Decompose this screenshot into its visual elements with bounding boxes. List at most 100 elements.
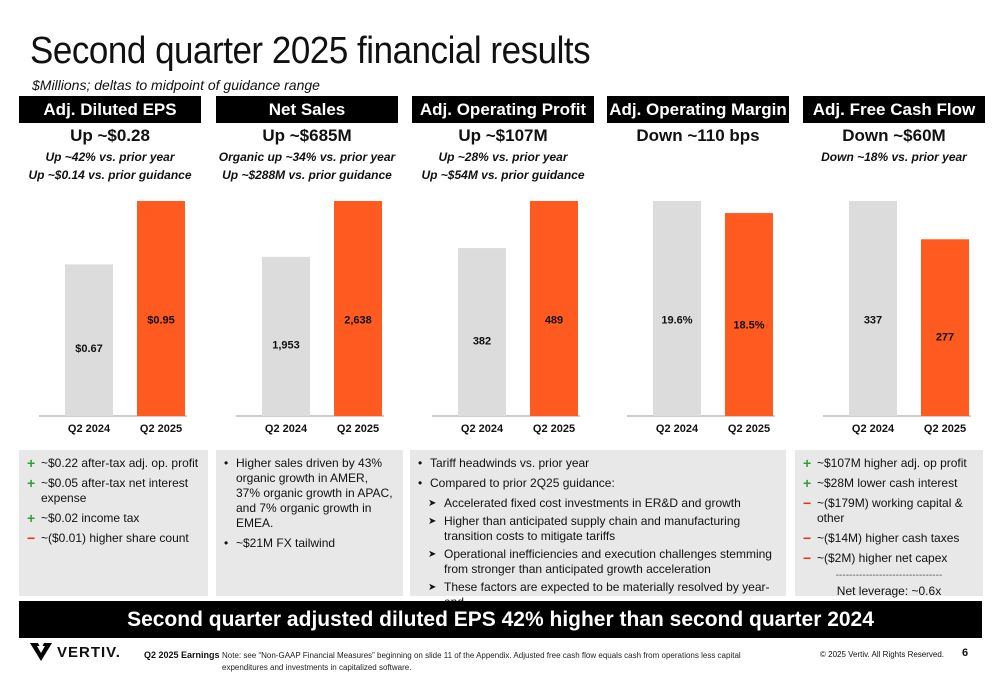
panel-sub-2: Up ~$288M vs. prior guidance [222, 168, 392, 182]
x-tick-label: Q2 2024 [68, 423, 111, 435]
bar-q2-2024 [262, 256, 310, 416]
plus-icon: + [803, 455, 812, 471]
bar-q2-2024 [458, 248, 506, 416]
note-text: ~($2M) higher net capex [817, 551, 948, 565]
data-label: 1,953 [272, 339, 300, 351]
note-text: Accelerated fixed cost investments in ER… [444, 496, 741, 510]
note-text: Higher sales driven by 43% organic growt… [236, 456, 393, 530]
list-item: − ~($14M) higher cash taxes [803, 531, 975, 546]
footer-note: Note: see “Non-GAAP Financial Measures” … [222, 651, 741, 672]
note-text: ~($179M) working capital & other [817, 496, 963, 525]
minus-icon: − [803, 495, 812, 511]
panel-header: Adj. Free Cash Flow [803, 96, 985, 123]
x-tick-label: Q2 2024 [265, 423, 308, 435]
list-item: • ~$21M FX tailwind [224, 536, 336, 550]
list-item: • Compared to prior 2Q25 guidance: [418, 476, 615, 490]
plus-icon: + [803, 475, 812, 491]
x-tick-label: Q2 2024 [461, 423, 504, 435]
panel-sub-1: Up ~28% vs. prior year [438, 150, 568, 164]
data-label: 489 [545, 314, 563, 326]
list-item: + ~$28M lower cash interest [803, 476, 975, 491]
panel-headline: Up ~$107M [458, 126, 548, 145]
list-item: + ~$107M higher adj. op profit [803, 456, 975, 471]
plus-icon: + [27, 475, 36, 491]
x-tick-label: Q2 2025 [924, 423, 966, 435]
x-tick-label: Q2 2024 [656, 423, 699, 435]
notes-fcf: + ~$107M higher adj. op profit + ~$28M lowe… [795, 450, 983, 598]
x-tick-label: Q2 2025 [140, 423, 182, 435]
data-label: 18.5% [733, 320, 764, 332]
minus-icon: − [803, 530, 812, 546]
panel-eps: Adj. Diluted EPS Up ~$0.28 Up ~42% vs. p… [19, 96, 201, 441]
vertiv-logo-icon [30, 643, 52, 661]
list-item: + ~$0.22 after-tax adj. op. profit [27, 456, 200, 471]
divider: -------------------------------- [835, 570, 943, 581]
list-item: ➤ Operational inefficiencies and executio… [418, 547, 778, 577]
panel-headline: Down ~110 bps [636, 126, 760, 145]
note-text: ~$0.05 after-tax net interest expense [41, 476, 189, 505]
panel-headline: Up ~$0.28 [70, 126, 150, 145]
panel-header: Adj. Operating Profit [412, 96, 594, 123]
data-label: 337 [864, 314, 882, 326]
panel-net-sales: Net Sales Up ~$685M Organic up ~34% vs. … [216, 96, 398, 441]
note-text: Operational inefficiencies and execution… [444, 547, 772, 576]
note-text: Compared to prior 2Q25 guidance: [430, 476, 615, 490]
list-item: • Tariff headwinds vs. prior year [418, 456, 590, 470]
net-leverage: Net leverage: ~0.6x [836, 584, 942, 598]
notes-sales: • Higher sales driven by 43% organic grow… [216, 450, 403, 596]
note-text: ~$21M FX tailwind [236, 536, 336, 550]
panel-sub-2: Up ~$54M vs. prior guidance [421, 168, 585, 182]
arrow-bullet-icon: ➤ [428, 549, 437, 560]
data-label: 382 [473, 335, 491, 347]
list-item: − ~($2M) higher net capex [803, 551, 975, 566]
data-label: 2,638 [344, 314, 372, 326]
plus-icon: + [27, 510, 36, 526]
bar-q2-2025 [725, 213, 773, 416]
logo-text: VERTIV. [57, 643, 121, 661]
data-label: 277 [936, 331, 954, 343]
arrow-bullet-icon: ➤ [428, 498, 437, 509]
panel-headline: Down ~$60M [842, 126, 946, 145]
list-item: + ~$0.05 after-tax net interest expense [27, 476, 200, 506]
notes-profit: • Tariff headwinds vs. prior year • Compar… [410, 450, 786, 609]
list-item: ➤ Accelerated fixed cost investments in E… [418, 496, 778, 511]
panel-sub-1: Down ~18% vs. prior year [821, 150, 967, 164]
plus-icon: + [27, 455, 36, 471]
bar-q2-2025 [334, 201, 382, 416]
list-item: − ~($0.01) higher share count [27, 531, 200, 546]
page-subtitle: $Millions; deltas to midpoint of guidanc… [32, 77, 320, 93]
note-text: ~$0.22 after-tax adj. op. profit [41, 456, 199, 470]
data-label: 19.6% [661, 314, 692, 326]
bar-q2-2024 [849, 201, 897, 416]
bar-q2-2025 [921, 239, 969, 416]
footer-earnings: Q2 2025 Earnings [144, 650, 220, 660]
note-text: ~($14M) higher cash taxes [817, 531, 960, 545]
footer-copyright: © 2025 Vertiv. All Rights Reserved. [820, 650, 945, 659]
panel-header: Adj. Diluted EPS [19, 96, 201, 123]
note-text: ~($0.01) higher share count [41, 531, 189, 545]
notes-eps: + ~$0.22 after-tax adj. op. profit + ~$0.05… [19, 450, 208, 596]
x-tick-label: Q2 2025 [337, 423, 379, 435]
note-text: ~$28M lower cash interest [817, 476, 958, 490]
x-tick-label: Q2 2025 [533, 423, 575, 435]
page-title: Second quarter 2025 financial results [30, 30, 591, 72]
bar-charts: $0.67 Q2 2024 $0.95 Q2 2025 1,953 Q2 2024 2,63… [39, 201, 971, 435]
note-text: Tariff headwinds vs. prior year [430, 456, 590, 470]
page-number: 6 [962, 647, 969, 659]
bar-q2-2025 [137, 201, 185, 416]
panel-sub-1: Up ~42% vs. prior year [45, 150, 175, 164]
list-item: • Higher sales driven by 43% organic grow… [224, 456, 395, 531]
list-item: ➤ Higher than anticipated supply chain an… [418, 514, 778, 544]
note-text: ~$0.02 income tax [41, 511, 140, 525]
panel-sub-1: Organic up ~34% vs. prior year [218, 150, 396, 164]
minus-icon: − [27, 530, 36, 546]
bar-q2-2024 [65, 264, 113, 416]
panel-op-profit: Adj. Operating Profit Up ~$107M Up ~28% … [412, 96, 594, 441]
data-label: $0.95 [147, 314, 175, 326]
panel-header: Adj. Operating Margin [607, 96, 789, 123]
panel-op-margin: Adj. Operating Margin Down ~110 bps [607, 96, 789, 441]
note-text: ~$107M higher adj. op profit [817, 456, 967, 470]
note-text: Higher than anticipated supply chain and… [444, 514, 741, 543]
list-item: − ~($179M) working capital & other [803, 496, 975, 526]
panel-sub-2: Up ~$0.14 vs. prior guidance [28, 168, 192, 182]
